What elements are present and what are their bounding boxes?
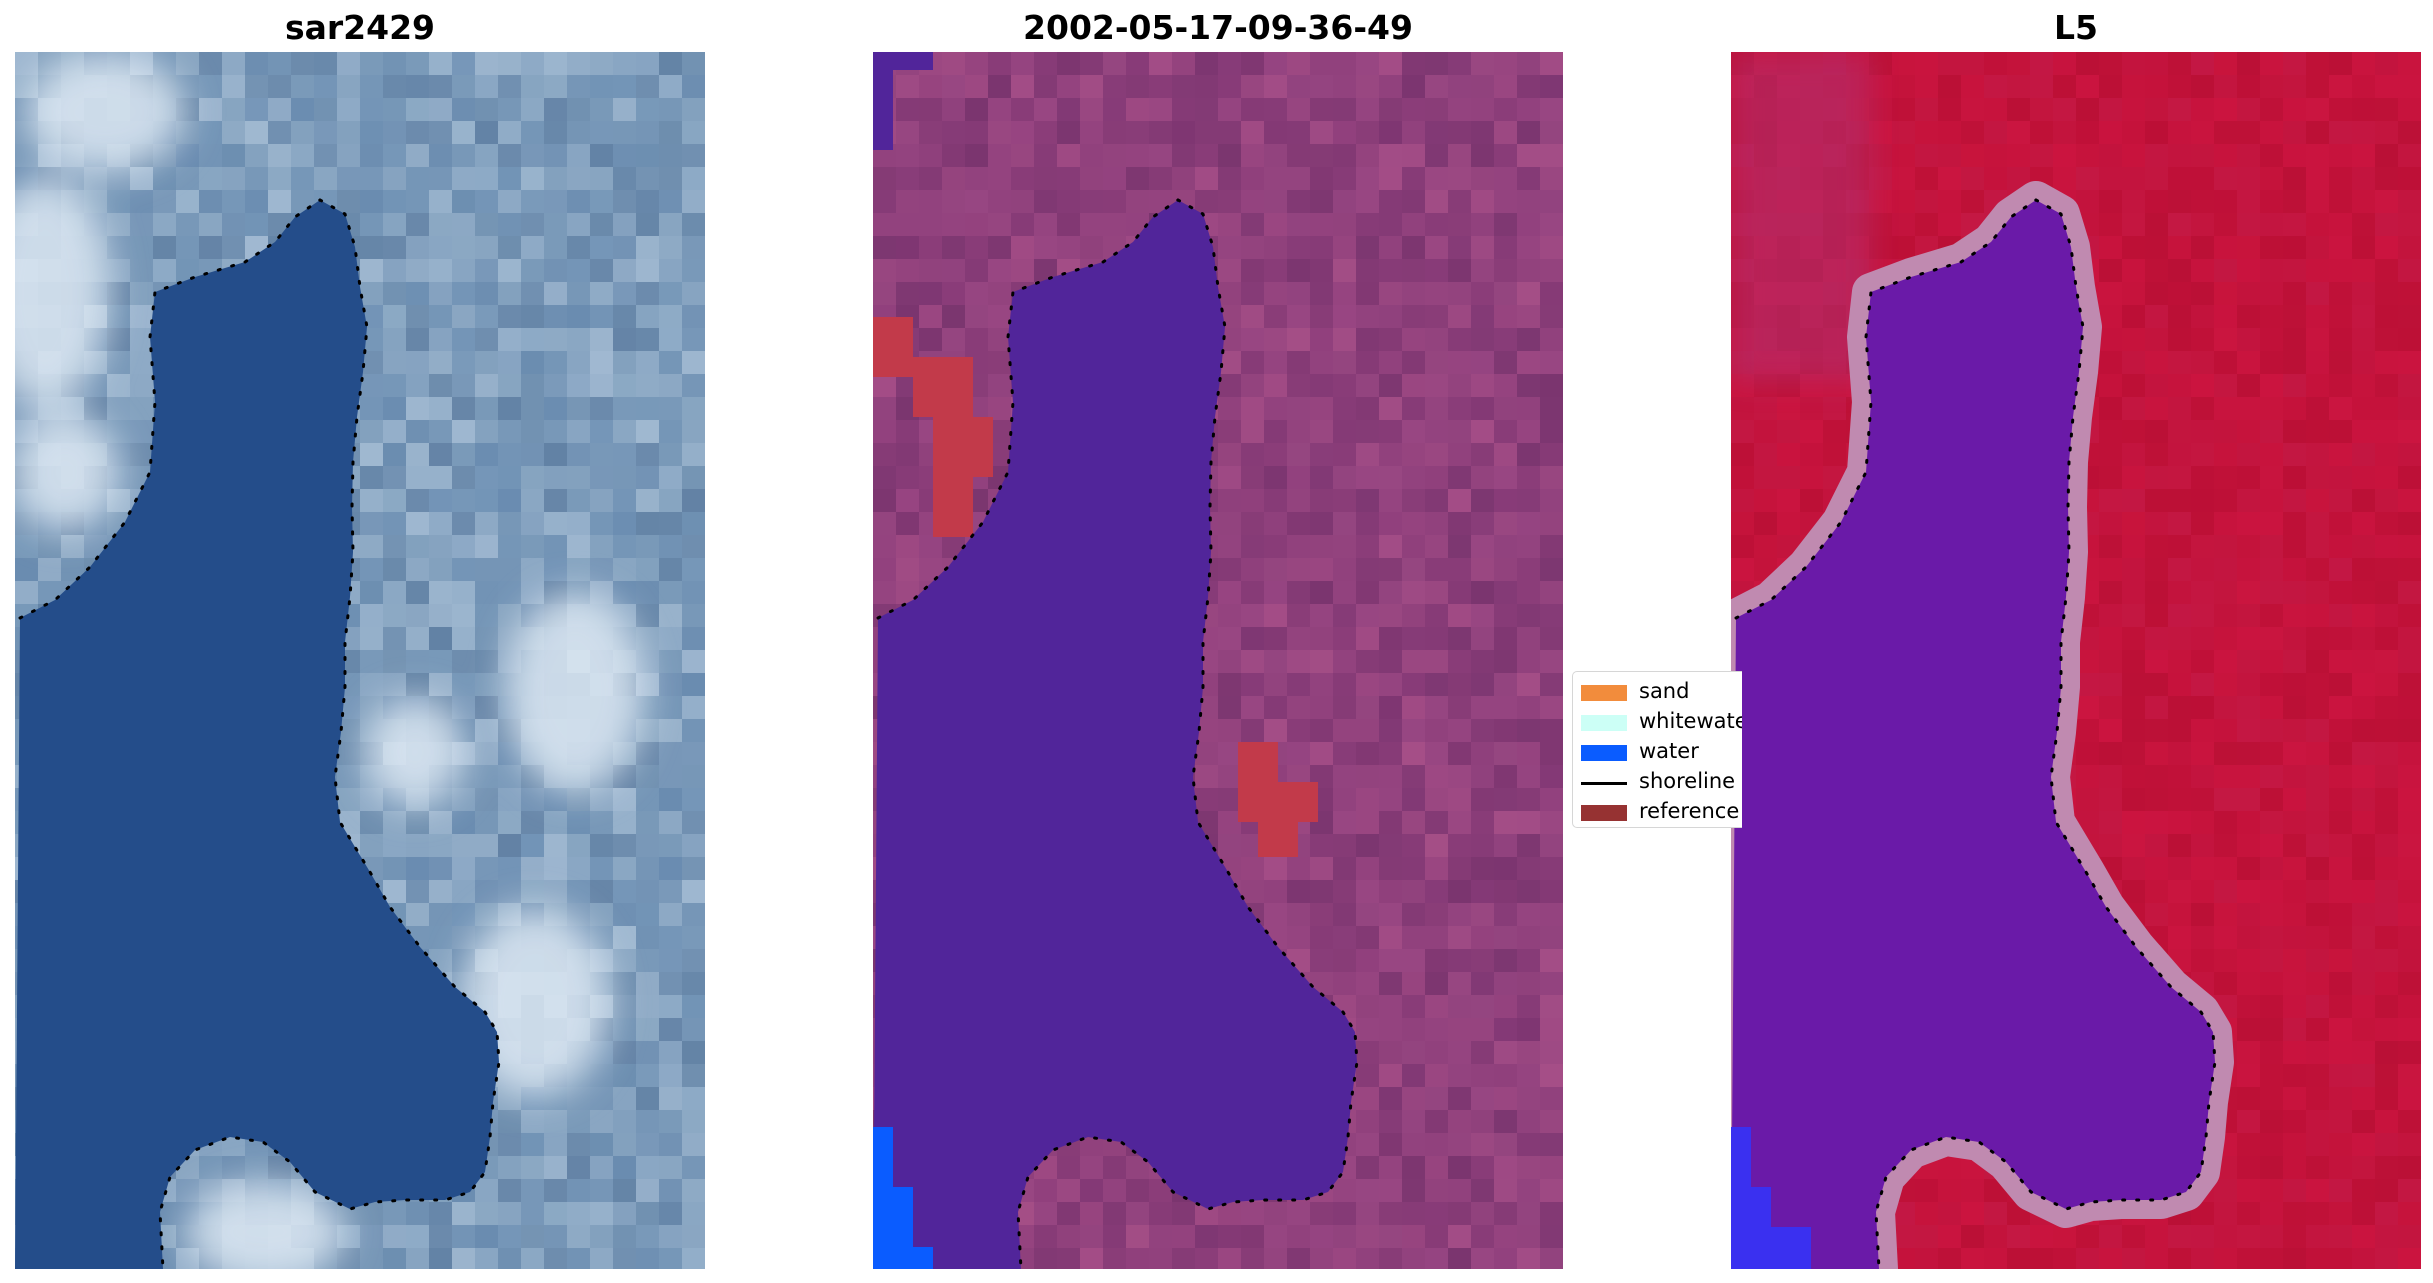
legend-label-water: water <box>1639 739 1699 763</box>
legend-entry-shoreline: shoreline <box>1573 766 1742 796</box>
mndwi-water-body <box>1731 200 2215 1269</box>
legend-entry-reference: reference <box>1573 796 1742 826</box>
classified-water-corner <box>873 52 933 70</box>
legend-entry-whitewater: whitewater <box>1573 706 1742 736</box>
mndwi-land-pink <box>1731 52 1871 382</box>
mndwi-open-water <box>1731 1127 1811 1269</box>
classified-water-body <box>873 200 1357 1269</box>
legend-label-whitewater: whitewater <box>1639 709 1742 733</box>
panel-title-rgb: sar2429 <box>284 8 436 47</box>
legend-label-shoreline: shoreline <box>1639 769 1736 793</box>
legend-label-reference: reference <box>1639 799 1740 823</box>
legend-swatch-water <box>1581 745 1627 761</box>
panel-title-mndwi: L5 <box>2054 8 2098 47</box>
rgb-bright-areas <box>15 52 645 1269</box>
legend-entry-water: water <box>1573 736 1742 766</box>
classified-open-water <box>873 1127 933 1269</box>
legend-label-sand: sand <box>1639 679 1690 703</box>
legend-entry-sand: sand <box>1573 676 1742 706</box>
classified-water-edge <box>873 70 893 150</box>
classified-reference-patches <box>873 317 1318 857</box>
rgb-water-body <box>15 200 499 1269</box>
legend-swatch-sand <box>1581 685 1627 701</box>
panel-rgb-image <box>15 52 705 1269</box>
rgb-image-canvas <box>15 52 705 1269</box>
legend-line-shoreline <box>1581 782 1627 785</box>
panel-classified-image <box>873 52 1563 1269</box>
legend-swatch-whitewater <box>1581 715 1627 731</box>
mndwi-image-canvas <box>1731 52 2421 1269</box>
panel-title-classified: 2002-05-17-09-36-49 <box>1023 8 1413 47</box>
legend: sand whitewater water shoreline referenc… <box>1572 671 1742 828</box>
legend-swatch-reference <box>1581 805 1627 821</box>
classified-image-canvas <box>873 52 1563 1269</box>
panel-mndwi-image <box>1731 52 2421 1269</box>
